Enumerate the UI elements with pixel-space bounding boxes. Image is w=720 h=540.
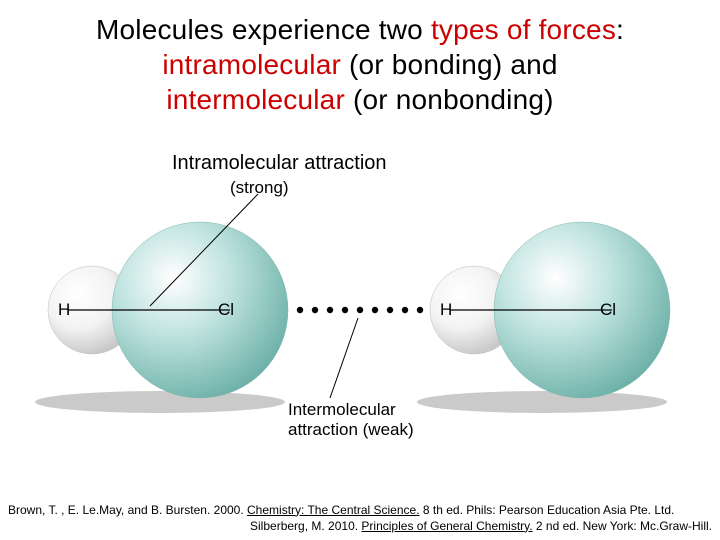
atom-label-cl-left: Cl — [218, 300, 234, 320]
cite-2b: Principles of General Chemistry. — [361, 519, 532, 533]
citation-block: Brown, T. , E. Le.May, and B. Bursten. 2… — [0, 502, 720, 534]
citation-line-2: Silberberg, M. 2010. Principles of Gener… — [8, 518, 712, 534]
citation-line-1: Brown, T. , E. Le.May, and B. Bursten. 2… — [8, 502, 712, 518]
cite-1b: Chemistry: The Central Science. — [247, 503, 420, 517]
label-strong: (strong) — [230, 178, 289, 198]
label-intermolecular-2: attraction (weak) — [288, 420, 414, 440]
cite-2c: 2 nd ed. New York: Mc.Graw-Hill. — [533, 519, 712, 533]
label-intermolecular-1: Intermolecular — [288, 400, 396, 420]
cite-2a: Silberberg, M. 2010. — [250, 519, 361, 533]
dot — [312, 307, 318, 313]
dot — [342, 307, 348, 313]
cite-1a: Brown, T. , E. Le.May, and B. Bursten. 2… — [8, 503, 247, 517]
dot — [372, 307, 378, 313]
diagram-svg — [0, 0, 720, 540]
dot — [387, 307, 393, 313]
dot — [357, 307, 363, 313]
dot — [327, 307, 333, 313]
dot — [417, 307, 423, 313]
shadow-right — [417, 391, 667, 413]
dot — [297, 307, 303, 313]
pointer-inter — [330, 318, 358, 398]
label-intramolecular: Intramolecular attraction — [172, 152, 387, 175]
cite-1c: 8 th ed. Phils: Pearson Education Asia P… — [420, 503, 675, 517]
shadow-left — [35, 391, 285, 413]
intermolecular-dots — [297, 307, 423, 313]
atom-label-cl-right: Cl — [600, 300, 616, 320]
atom-label-h-left: H — [58, 300, 70, 320]
dot — [402, 307, 408, 313]
atom-label-h-right: H — [440, 300, 452, 320]
